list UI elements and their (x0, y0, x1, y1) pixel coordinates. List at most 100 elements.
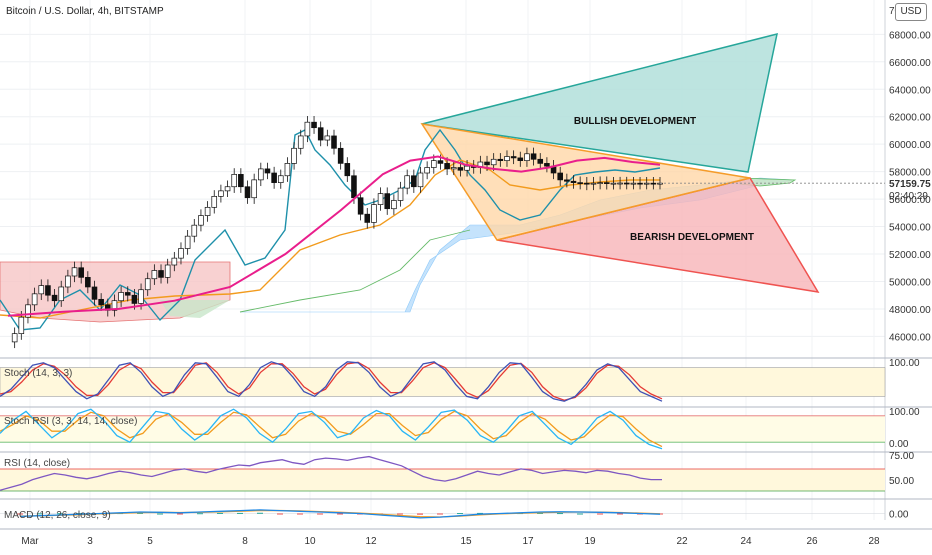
time-axis-tick-label: Mar (21, 536, 39, 547)
candle-body (324, 135, 331, 141)
price-axis-tick-label: 52000.00 (889, 250, 931, 261)
candle-body (510, 156, 517, 159)
candle-body (58, 286, 65, 302)
macd-histogram-bar (317, 513, 323, 515)
candle-body (98, 298, 104, 306)
candle-body (424, 167, 430, 174)
price-axis-tick-label: 60000.00 (889, 140, 931, 151)
candle-body (464, 165, 470, 171)
macd-histogram-bar (137, 512, 143, 514)
candle-body (317, 127, 324, 141)
macd-histogram-bar (217, 512, 223, 514)
macd-histogram-bar (597, 513, 603, 515)
candle-body (557, 172, 563, 181)
triangle-pattern[interactable] (420, 122, 751, 241)
candle-body (284, 163, 291, 177)
time-axis-tick-label: 12 (365, 536, 377, 547)
candle-body (51, 294, 58, 302)
candle-body (603, 182, 610, 184)
candle-body (151, 270, 158, 280)
candle-body (617, 182, 623, 185)
time-axis-tick-label: 10 (304, 536, 316, 547)
time-axis-tick-label: 22 (676, 536, 688, 547)
candle-body (437, 160, 444, 164)
kijun-line (0, 159, 660, 319)
candle-body (171, 257, 178, 266)
candle-body (65, 275, 71, 288)
macd-histogram-bar (297, 513, 303, 515)
time-axis-tick-label: 24 (740, 536, 752, 547)
symbol-title: Bitcoin / U.S. Dollar, 4h, BITSTAMP (6, 6, 164, 17)
macd-histogram-bar (577, 513, 583, 515)
candle-body (344, 163, 351, 177)
candle-body (517, 157, 524, 161)
rsi-line (0, 455, 662, 491)
macd-histogram-bar (457, 513, 463, 515)
macd-histogram-bar (177, 513, 183, 515)
macd-histogram-bar (157, 513, 163, 515)
candle-body (191, 224, 198, 237)
bullish-development-shape[interactable] (421, 32, 778, 173)
candle-body (537, 158, 544, 164)
candle-body (238, 174, 244, 188)
time-axis-tick-label: 17 (522, 536, 534, 547)
candle-body (490, 158, 497, 166)
candle-body (384, 193, 391, 210)
candle-body (25, 304, 31, 318)
price-axis-tick-label: 50000.00 (889, 277, 931, 288)
time-axis-tick-label: 3 (87, 536, 93, 547)
time-axis-tick-label: 15 (460, 536, 472, 547)
price-axis-top-label: 70 (889, 6, 901, 17)
candle-body (211, 196, 218, 208)
candle-body (131, 294, 138, 304)
candle-body (337, 147, 344, 164)
tenkan-line (0, 128, 661, 331)
stoch-band (0, 367, 886, 397)
macd-histogram-bar (37, 513, 43, 515)
stoch-rsi-d-line (0, 410, 663, 448)
candle-body (218, 190, 224, 197)
candle-body (304, 121, 311, 137)
stoch-rsi-axis-tick-top: 100.00 (889, 407, 920, 418)
stoch-axis-tick-label: 100.00 (889, 358, 920, 369)
candle-body (124, 292, 131, 296)
candle-body (198, 215, 204, 226)
rsi-label: RSI (14, close) (4, 458, 70, 469)
candle-body (504, 156, 510, 161)
countdown-label: 02:40:29 (889, 191, 928, 202)
time-axis-tick-label: 5 (147, 536, 153, 547)
stoch-d-line (0, 361, 663, 401)
candle-body (417, 172, 424, 188)
currency-button[interactable]: USD (895, 3, 927, 21)
price-axis-tick-label: 54000.00 (889, 223, 931, 234)
candle-body (18, 316, 25, 335)
candle-body (377, 193, 384, 205)
candle-body (11, 333, 18, 343)
candle-body (597, 182, 603, 184)
stoch-rsi-k-line (0, 408, 663, 450)
candle-body (71, 267, 78, 277)
candle-body (444, 163, 450, 170)
candle-body (564, 179, 570, 182)
candle-body (138, 289, 144, 304)
candle-body (78, 267, 84, 278)
price-axis-tick-label: 66000.00 (889, 58, 931, 69)
candle-body (524, 153, 530, 162)
macd-histogram-bar (557, 513, 563, 515)
candle-body (184, 235, 191, 249)
price-axis-tick-label: 46000.00 (889, 332, 931, 343)
macd-histogram-bar (257, 512, 263, 514)
macd-histogram-bar (197, 513, 203, 515)
macd-histogram-bar (617, 513, 623, 515)
candle-body (391, 200, 397, 210)
time-axis-tick-label: 26 (806, 536, 818, 547)
candle-body (178, 248, 184, 259)
macd-histogram-bar (397, 513, 403, 515)
candle-body (610, 182, 617, 185)
candle-body (118, 292, 124, 302)
candle-body (397, 187, 404, 201)
candle-body (431, 160, 437, 168)
candle-body (164, 264, 171, 278)
